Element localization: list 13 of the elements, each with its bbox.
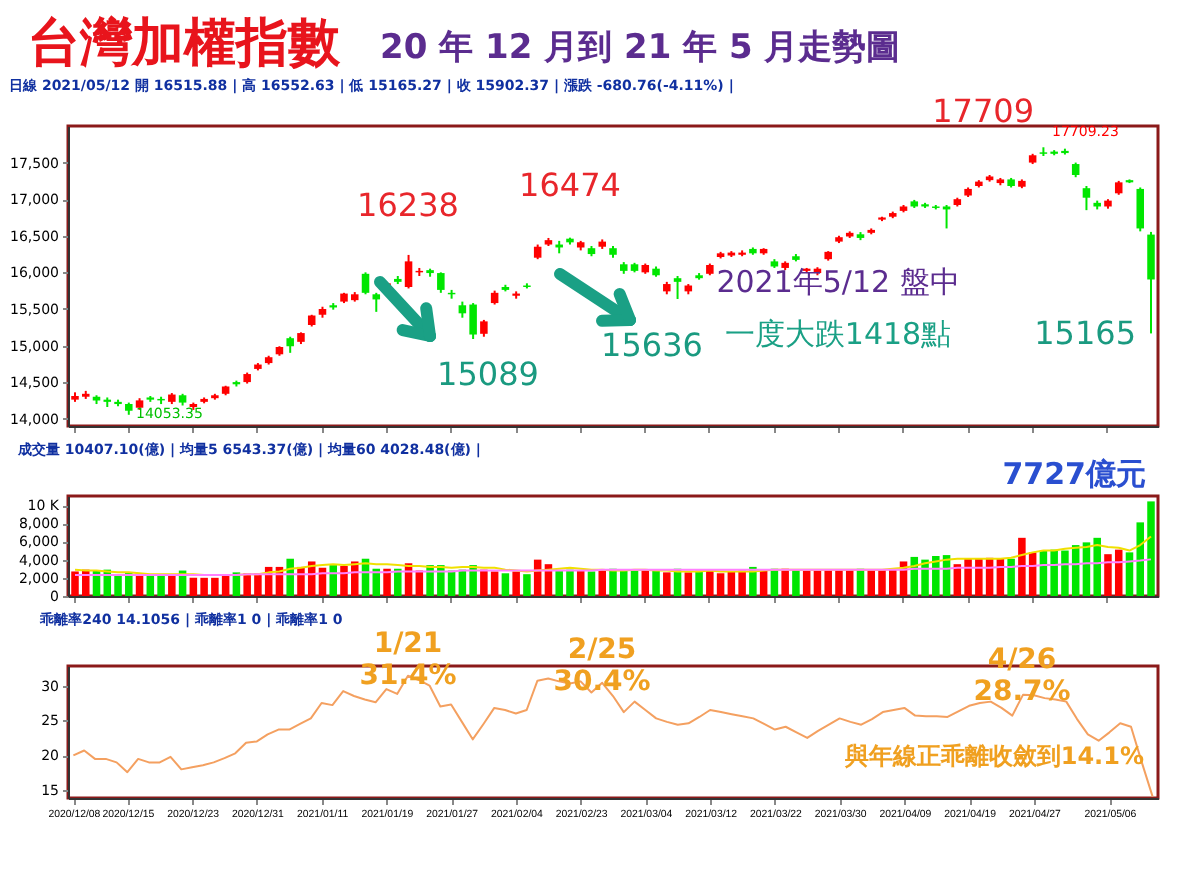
annotation: 一度大跌1418點 (724, 316, 952, 352)
annotation: 15089 (437, 355, 539, 393)
annotation: 15165 (1034, 314, 1136, 352)
annotation: 2021年5/12 盤中 (716, 264, 960, 300)
text: 7727億元 (1002, 456, 1146, 492)
annotation: 15636 (601, 326, 703, 364)
chart-subtitle: 20 年 12 月到 21 年 5 月走勢圖 (380, 28, 901, 68)
annotation: 1/21 31.4% (359, 628, 457, 692)
annotation: 16474 (519, 166, 621, 204)
annotation: 16238 (357, 186, 459, 224)
annotation: 17709 (932, 92, 1034, 130)
annotation: 2/25 30.4% (553, 634, 651, 698)
chart-title: 台灣加權指數 (28, 14, 342, 74)
